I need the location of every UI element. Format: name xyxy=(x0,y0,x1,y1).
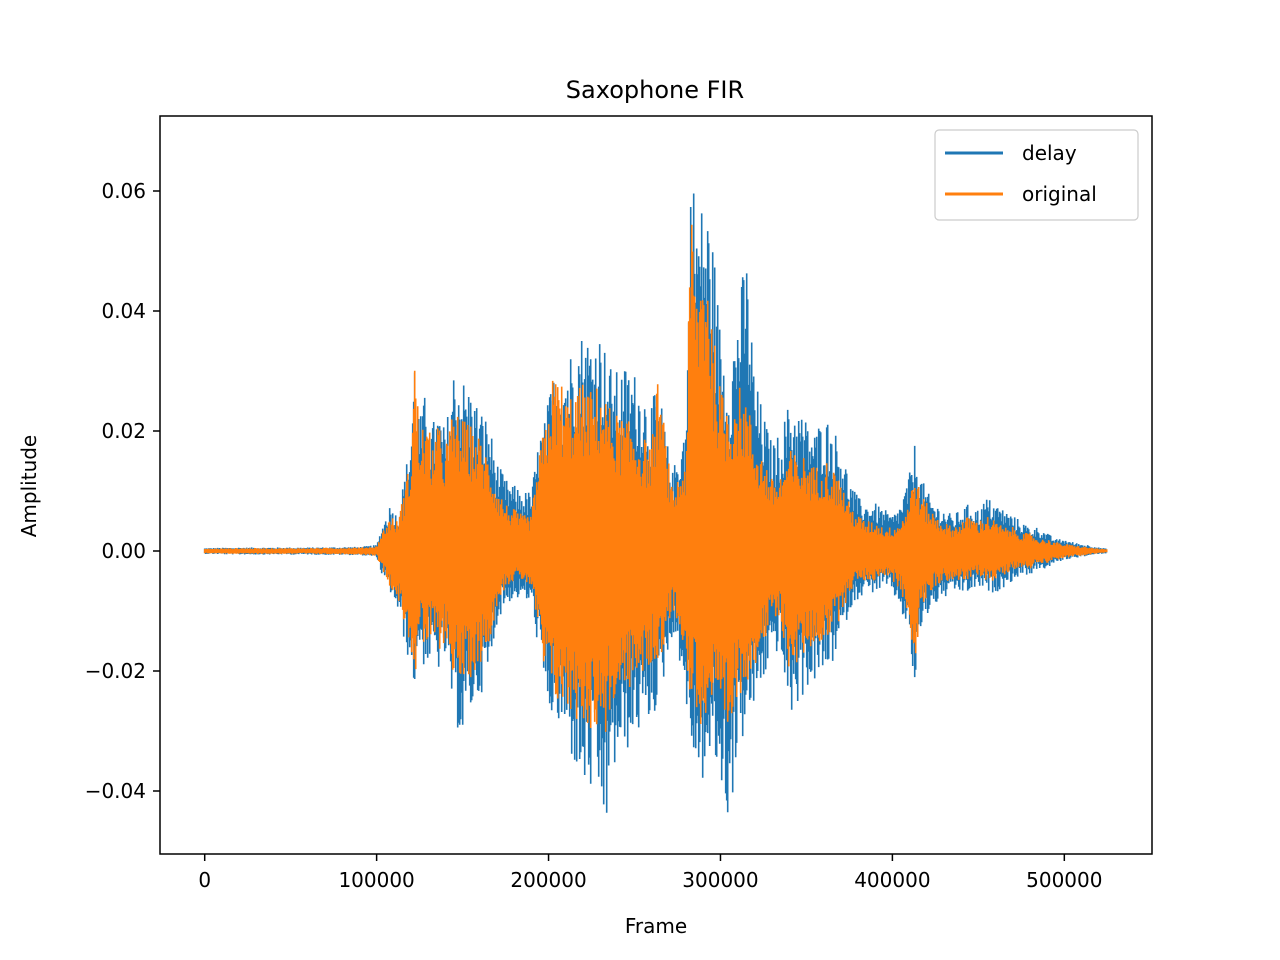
x-tick-label: 100000 xyxy=(338,868,414,892)
x-tick-label: 400000 xyxy=(854,868,930,892)
y-axis-label: Amplitude xyxy=(17,435,41,538)
x-tick-label: 500000 xyxy=(1026,868,1102,892)
legend-label-original: original xyxy=(1022,182,1097,206)
x-tick-label: 300000 xyxy=(682,868,758,892)
y-axis: −0.04 −0.02 0.00 0.02 0.04 0.06 xyxy=(85,179,160,803)
x-axis-label: Frame xyxy=(625,914,687,938)
x-axis: 0 100000 200000 300000 400000 500000 xyxy=(198,854,1102,892)
y-tick-label: −0.04 xyxy=(85,779,146,803)
x-tick-label: 0 xyxy=(198,868,211,892)
plot-area xyxy=(203,193,1108,813)
axes-frame xyxy=(159,115,1153,855)
y-tick-label: 0.00 xyxy=(101,539,146,563)
x-tick-label: 200000 xyxy=(510,868,586,892)
y-tick-label: −0.02 xyxy=(85,659,146,683)
y-tick-label: 0.02 xyxy=(101,419,146,443)
legend-label-delay: delay xyxy=(1022,141,1077,165)
y-tick-label: 0.06 xyxy=(101,179,146,203)
legend: delay original xyxy=(934,129,1139,221)
chart-title: Saxophone FIR xyxy=(566,76,744,104)
y-tick-label: 0.04 xyxy=(101,299,146,323)
